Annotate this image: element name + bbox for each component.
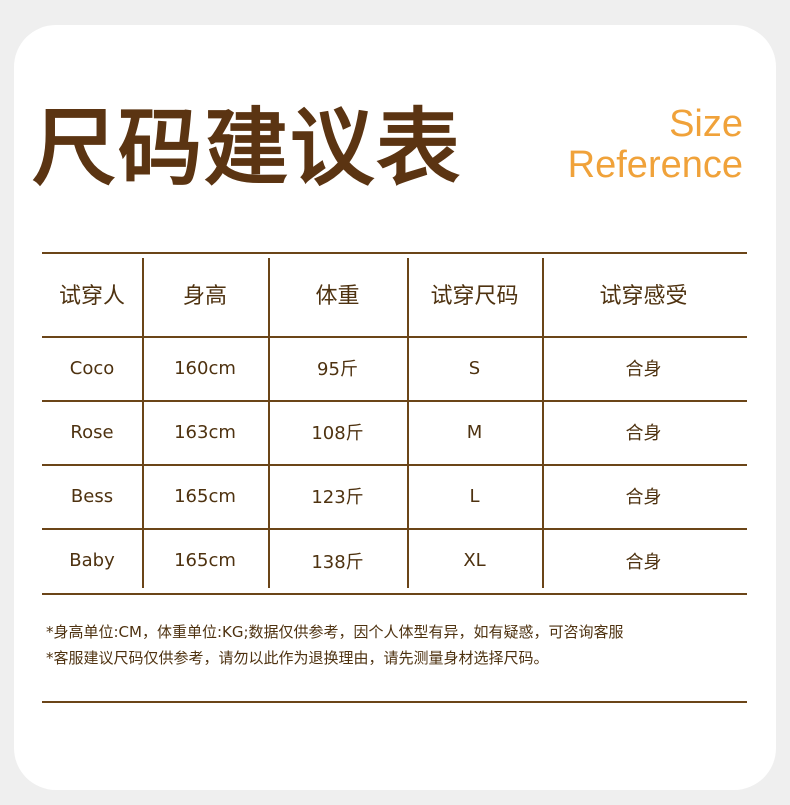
subtitle-reference: Reference [567,144,743,186]
table-cell: Baby [69,550,115,571]
table-cell: 165cm [174,485,236,507]
table-cell: L [469,485,480,507]
divider [42,701,747,703]
table-cell: 160cm [174,357,236,379]
table-cell: Rose [70,421,114,443]
table-cell: Bess [70,485,114,507]
note-1: *身高单位:CM，体重单位:KG;数据仅供参考，因个人体型有异，如有疑惑，可咨询… [46,623,624,641]
table-header-cell: 试穿尺码 [430,284,519,309]
table-cell: 合身 [625,423,662,444]
table-cell: S [468,357,481,379]
table-cell: 138斤 [311,551,364,573]
table-cell: 163cm [174,421,236,443]
table-cell: M [466,421,483,443]
table-row-line [42,464,747,466]
table-header-cell: 体重 [315,284,360,309]
table-row-line [42,336,747,338]
table-cell: 165cm [174,550,236,571]
page-title: 尺码建议表 [32,99,463,197]
table-column-line [268,258,270,588]
table-cell: 合身 [625,551,662,573]
table-row-line [42,593,747,595]
subtitle-size: Size [669,103,743,145]
note-2: *客服建议尺码仅供参考，请勿以此作为退换理由，请先测量身材选择尺码。 [46,649,549,667]
table-header-cell: 身高 [182,284,227,309]
table-column-line [407,258,409,588]
table-cell: 合身 [625,487,662,508]
table-cell: XL [463,550,486,571]
table-cell: 123斤 [311,487,364,508]
table-cell: 95斤 [317,359,358,380]
table-column-line [142,258,144,588]
table-cell: Coco [69,357,115,379]
table-cell: 合身 [625,359,662,380]
table-row-line [42,252,747,254]
table-row-line [42,400,747,402]
card [14,25,776,790]
table-header-cell: 试穿人 [58,284,125,309]
table-header-cell: 试穿感受 [599,284,688,309]
table-cell: 108斤 [311,423,364,444]
table-column-line [542,258,544,588]
table-row-line [42,528,747,530]
